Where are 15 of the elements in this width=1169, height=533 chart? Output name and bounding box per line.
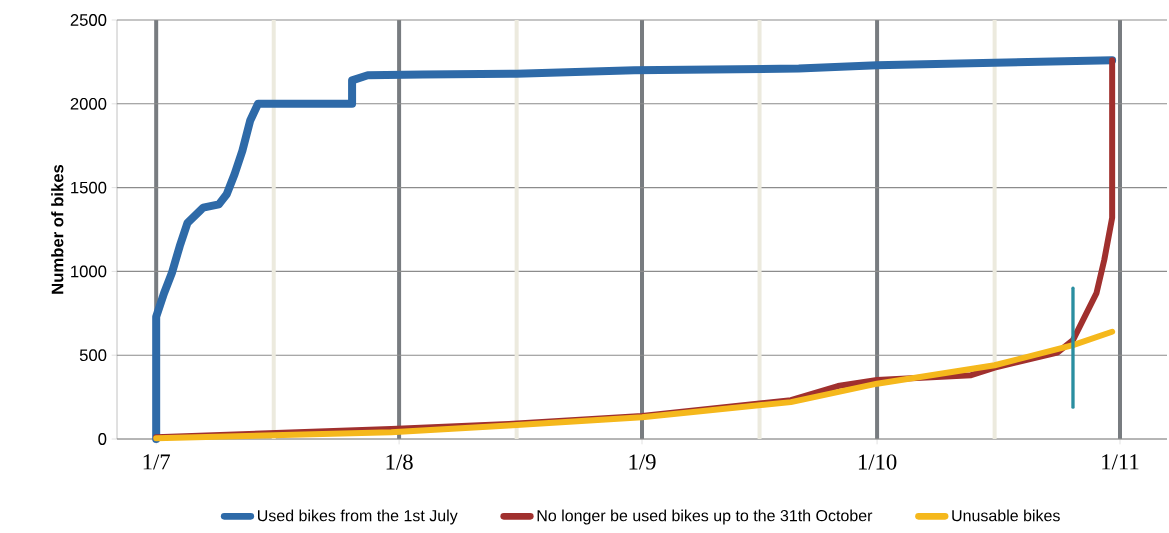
x-tick-label: 1/9 bbox=[629, 454, 656, 470]
y-tick-label: 2500 bbox=[70, 14, 107, 26]
legend-label: Used bikes from the 1st July bbox=[258, 509, 458, 525]
x-tick-label: 1/10 bbox=[858, 454, 897, 470]
x-tick-label: 1/11 bbox=[1102, 454, 1139, 470]
x-tick-label: 1/8 bbox=[386, 454, 413, 470]
y-tick-label: 1000 bbox=[71, 265, 107, 278]
y-tick-label: 2000 bbox=[70, 97, 107, 110]
legend-label: No longer be used bikes up to the 31th October bbox=[537, 509, 873, 525]
legend-label: Unusable bikes bbox=[952, 509, 1060, 522]
y-tick-label: 0 bbox=[98, 433, 107, 445]
y-tick-label: 500 bbox=[79, 349, 107, 362]
x-tick-label: 1/7 bbox=[143, 454, 171, 470]
y-tick-label: 1500 bbox=[71, 181, 107, 194]
y-axis-title: Number of bikes bbox=[51, 164, 64, 294]
